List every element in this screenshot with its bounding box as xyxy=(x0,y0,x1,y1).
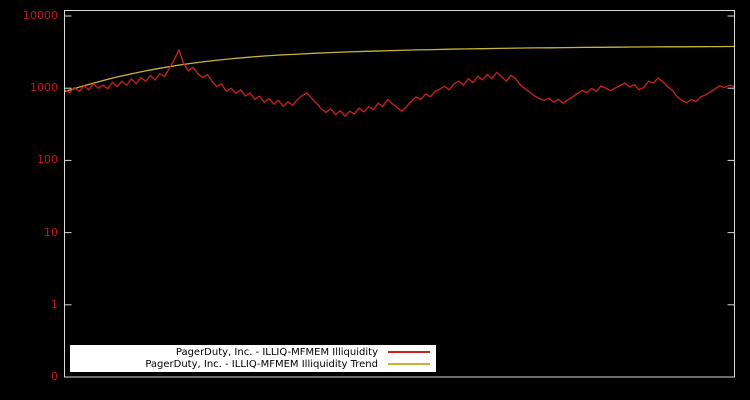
legend: PagerDuty, Inc. - ILLIQ-MFMEM Illiquidit… xyxy=(70,345,436,372)
y-tick-label: 1 xyxy=(51,297,58,311)
legend-label-illiquidity: PagerDuty, Inc. - ILLIQ-MFMEM Illiquidit… xyxy=(175,346,378,358)
y-tick-label: 1000 xyxy=(30,81,58,95)
legend-row-illiquidity: PagerDuty, Inc. - ILLIQ-MFMEM Illiquidit… xyxy=(76,346,430,358)
legend-label-trend: PagerDuty, Inc. - ILLIQ-MFMEM Illiquidit… xyxy=(145,358,378,370)
illiquidity-line xyxy=(64,49,735,117)
y-tick-label: 100 xyxy=(37,153,58,167)
legend-row-trend: PagerDuty, Inc. - ILLIQ-MFMEM Illiquidit… xyxy=(76,358,430,370)
y-tick-label: 10 xyxy=(44,225,58,239)
plot-border xyxy=(64,10,735,378)
legend-line-sample-illiquidity xyxy=(388,351,430,353)
y-tick-label: 0 xyxy=(51,370,58,383)
legend-line-sample-trend xyxy=(388,363,430,365)
y-tick-label: 10000 xyxy=(23,9,58,22)
illiquidity-trend-line xyxy=(64,45,735,93)
